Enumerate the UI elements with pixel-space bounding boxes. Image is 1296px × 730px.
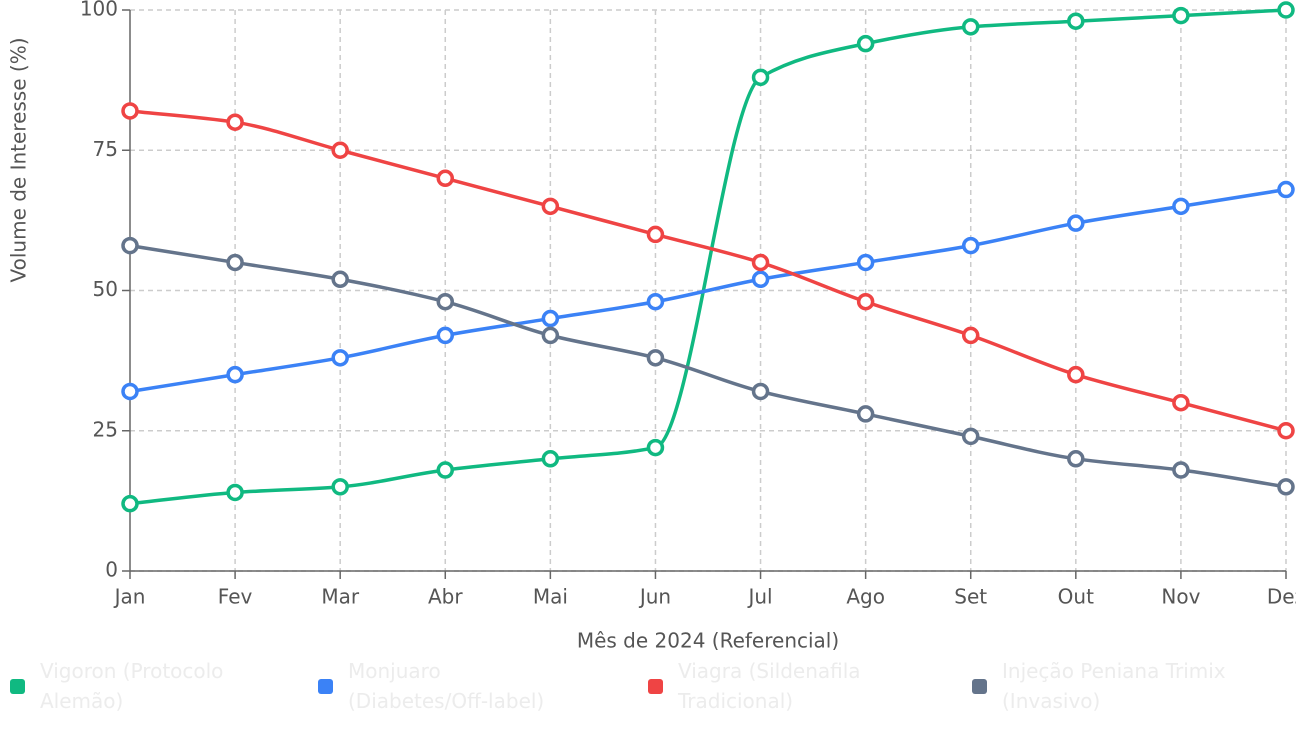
point [436, 326, 455, 345]
point [961, 18, 980, 36]
legend-swatch [972, 678, 987, 694]
point [436, 292, 455, 311]
legend-item[interactable]: Monjuaro (Diabetes/Off-label) [318, 656, 578, 716]
point [1067, 12, 1085, 30]
x-tick-label: Dez [1267, 585, 1296, 609]
series-line [129, 8, 1287, 506]
x-tick-label: Jun [638, 585, 671, 609]
y-tick-label: 100 [80, 0, 118, 21]
point [436, 461, 455, 479]
point [121, 494, 139, 513]
series-line [129, 109, 1287, 433]
point [1277, 478, 1295, 496]
point [226, 253, 244, 272]
point [961, 326, 980, 345]
legend-label: Viagra (Sildenafila Tradicional) [678, 659, 861, 713]
point [1172, 197, 1190, 216]
point [226, 483, 244, 502]
y-axis-title: Volume de Interesse (%) [7, 37, 31, 282]
y-tick-label: 25 [93, 417, 118, 441]
point [436, 169, 455, 188]
x-tick-label: Mar [321, 585, 360, 609]
x-tick-label: Jul [746, 585, 772, 609]
legend-label: Monjuaro (Diabetes/Off-label) [348, 659, 545, 713]
legend-label: Vigoron (Protocolo Alemão) [40, 659, 224, 713]
point [856, 253, 875, 272]
point [1277, 422, 1295, 440]
x-tick-label: Ago [846, 585, 885, 609]
point [751, 253, 770, 272]
legend-swatch [10, 678, 25, 694]
point [961, 427, 980, 446]
point [1172, 6, 1190, 25]
y-tick-label: 75 [93, 137, 118, 161]
point [856, 405, 875, 423]
x-axis-title: Mês de 2024 (Referencial) [577, 629, 839, 651]
point [541, 309, 560, 328]
y-tick-label: 0 [105, 558, 118, 582]
x-tick-label: Set [954, 585, 987, 609]
point [856, 292, 875, 311]
x-tick-label: Out [1058, 585, 1094, 609]
point [331, 141, 349, 159]
point [121, 236, 139, 255]
point [226, 113, 244, 131]
point [751, 68, 770, 87]
x-tick-label: Jan [113, 585, 146, 609]
point [121, 382, 139, 401]
x-tick-label: Fev [218, 585, 253, 609]
point [1277, 1, 1295, 19]
point [331, 270, 349, 289]
legend-item[interactable]: Injeção Peniana Trimix (Invasivo) [972, 656, 1232, 716]
point [1067, 214, 1085, 232]
point [121, 102, 139, 120]
point [1172, 461, 1190, 479]
chart: Mês de 2024 (Referencial) Volume de Inte… [7, 0, 1296, 651]
legend-swatch [318, 678, 333, 694]
point [1067, 365, 1085, 384]
y-tick-label: 50 [93, 277, 118, 301]
point [331, 478, 349, 496]
point [751, 270, 770, 289]
legend-item[interactable]: Vigoron (Protocolo Alemão) [10, 656, 270, 716]
point [226, 365, 244, 384]
point [751, 382, 770, 401]
x-tick-label: Mai [533, 585, 568, 609]
point [961, 236, 980, 255]
series-line [129, 187, 1287, 394]
point [331, 349, 349, 367]
point [646, 438, 665, 457]
series-line [129, 243, 1287, 489]
x-tick-label: Nov [1161, 585, 1200, 609]
point [541, 450, 560, 468]
point [1067, 450, 1085, 468]
point [856, 34, 875, 53]
point [1277, 180, 1295, 199]
legend-swatch [648, 678, 663, 694]
point [646, 349, 665, 367]
legend-label: Injeção Peniana Trimix (Invasivo) [1002, 659, 1226, 713]
legend: Vigoron (Protocolo Alemão) Monjuaro (Diab… [0, 656, 1296, 726]
point [646, 225, 665, 244]
point [541, 326, 560, 345]
point [541, 197, 560, 216]
legend-item[interactable]: Viagra (Sildenafila Tradicional) [648, 656, 908, 716]
point [1172, 393, 1190, 412]
x-tick-label: Abr [428, 585, 463, 609]
point [646, 292, 665, 311]
